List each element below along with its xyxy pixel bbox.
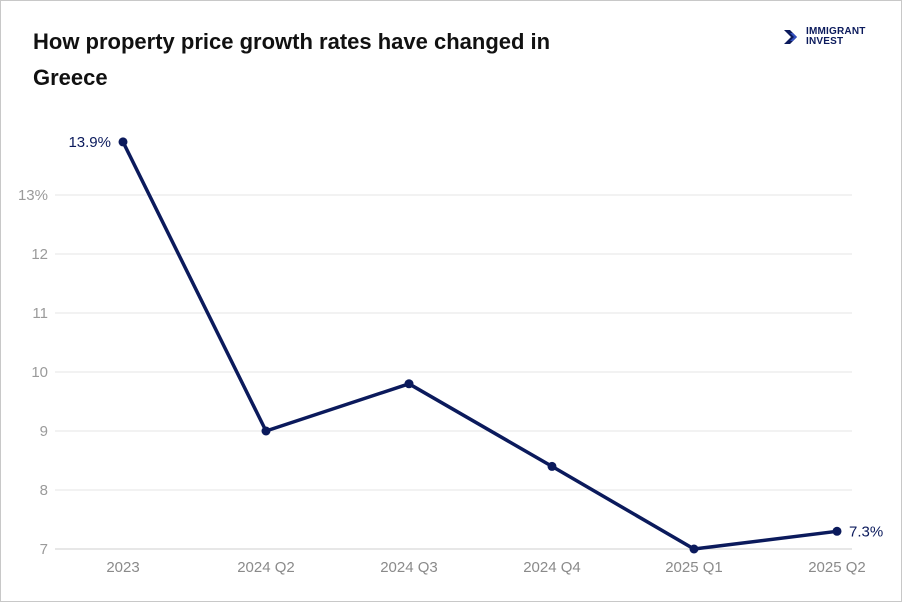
data-point xyxy=(547,461,557,471)
data-label: 13.9% xyxy=(68,134,111,151)
data-point xyxy=(832,526,842,536)
y-tick-label: 11 xyxy=(32,305,48,322)
y-tick-label: 12 xyxy=(31,246,48,263)
logo-line2: INVEST xyxy=(806,36,844,47)
data-point xyxy=(404,379,414,389)
y-tick-label: 13% xyxy=(18,187,48,204)
x-tick-label: 2025 Q2 xyxy=(808,559,866,576)
logo-chevron-icon xyxy=(784,30,797,44)
x-tick-label: 2025 Q1 xyxy=(665,559,723,576)
y-tick-label: 10 xyxy=(31,364,48,381)
x-tick-label: 2024 Q4 xyxy=(523,559,581,576)
data-point xyxy=(689,544,699,554)
x-tick-label: 2024 Q2 xyxy=(237,559,295,576)
logo-line1: IMMIGRANT xyxy=(806,26,866,37)
x-tick-label: 2024 Q3 xyxy=(380,559,438,576)
logo: IMMIGRANT INVEST xyxy=(784,27,866,47)
y-tick-label: 7 xyxy=(40,541,48,558)
chart-title: How property price growth rates have cha… xyxy=(33,29,551,90)
y-tick-label: 9 xyxy=(40,423,48,440)
data-point xyxy=(118,137,128,147)
data-label: 7.3% xyxy=(849,523,883,540)
series-line xyxy=(121,141,838,551)
x-tick-label: 2023 xyxy=(106,559,139,576)
y-tick-label: 8 xyxy=(40,482,48,499)
data-point xyxy=(261,426,271,436)
